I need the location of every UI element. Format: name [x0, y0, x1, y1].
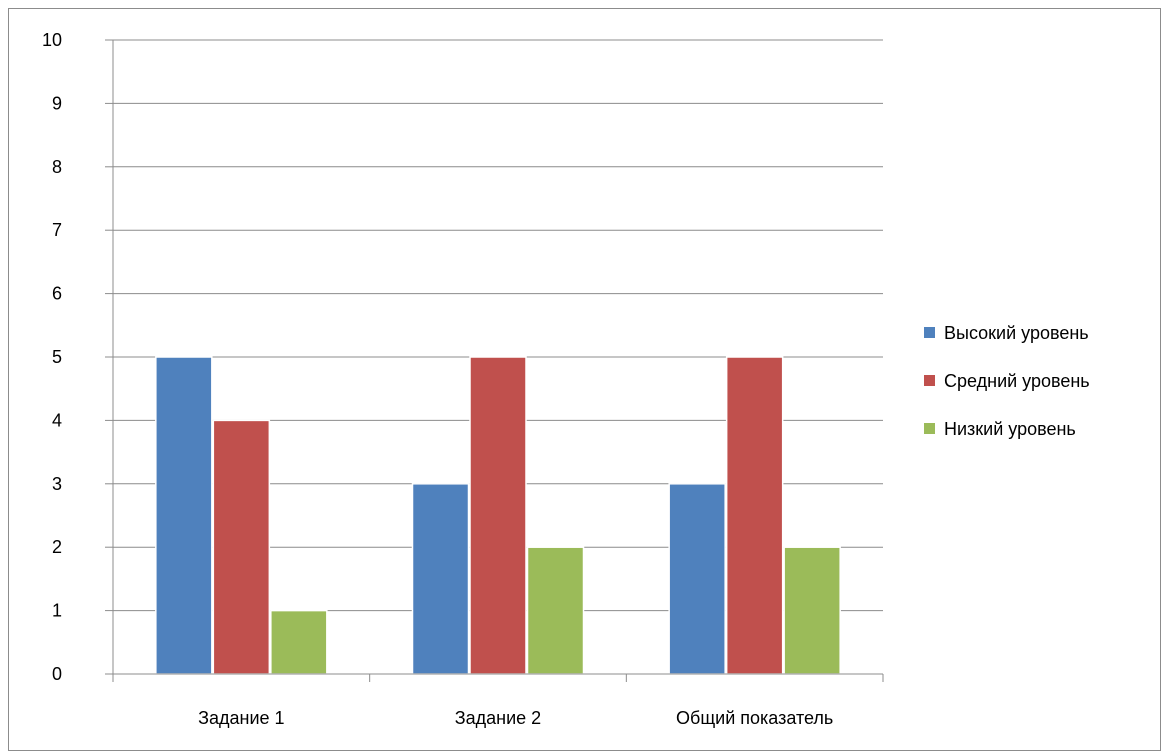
y-tick-label: 7	[52, 220, 62, 240]
bar-2-1	[212, 419, 271, 675]
bar-3-1	[270, 609, 328, 675]
axes	[105, 39, 884, 682]
x-tick-label: Общий показатель	[676, 708, 833, 728]
bar-2-3	[725, 356, 784, 675]
legend-swatch-3	[924, 423, 935, 434]
y-tick-labels: 0 1 2 3 4 5 6 7 8 9 10	[42, 30, 62, 684]
bar-1-2	[411, 483, 470, 675]
bar-3-2	[526, 546, 585, 675]
y-tick-label: 2	[52, 537, 62, 557]
bar-1-3	[668, 483, 726, 675]
legend-swatch-2	[924, 375, 935, 386]
y-tick-label: 3	[52, 474, 62, 494]
y-tick-label: 9	[52, 93, 62, 113]
x-tick-label: Задание 1	[198, 708, 284, 728]
y-tick-label: 0	[52, 664, 62, 684]
y-tick-label: 1	[52, 601, 62, 621]
y-tick-label: 6	[52, 284, 62, 304]
bar-1-1	[155, 356, 213, 675]
y-tick-label: 5	[52, 347, 62, 367]
legend-swatch-1	[924, 327, 935, 338]
legend-label-3: Низкий уровень	[944, 419, 1076, 439]
bar-2-2	[469, 356, 527, 675]
bars	[155, 356, 841, 675]
y-tick-label: 8	[52, 157, 62, 177]
x-tick-labels: Задание 1 Задание 2 Общий показатель	[198, 708, 833, 728]
bar-3-3	[783, 546, 841, 675]
x-tick-label: Задание 2	[455, 708, 541, 728]
legend-label-1: Высокий уровень	[944, 323, 1089, 343]
y-tick-label: 4	[52, 410, 62, 430]
y-tick-label: 10	[42, 30, 62, 50]
legend: Высокий уровень Средний уровень Низкий уро…	[924, 323, 1090, 439]
legend-label-2: Средний уровень	[944, 371, 1090, 391]
